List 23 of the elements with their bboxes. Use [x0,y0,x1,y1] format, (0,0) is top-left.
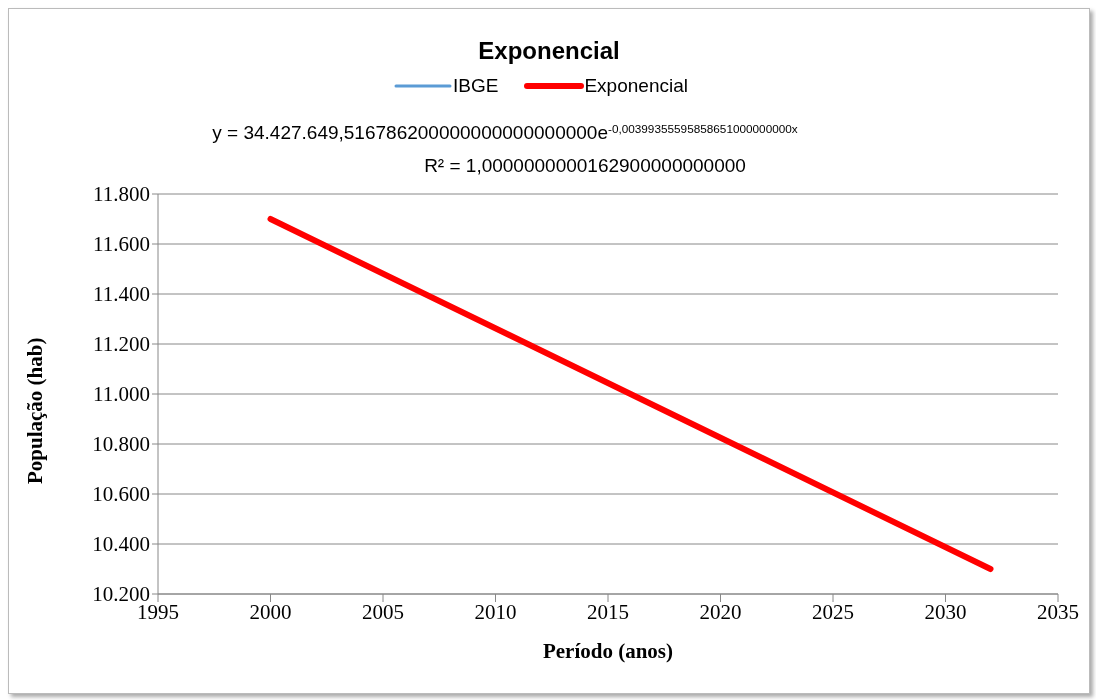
y-tick-label: 10.600 [92,482,150,507]
x-tick-label: 2015 [587,599,629,624]
x-tick-label: 2030 [924,599,967,624]
text: y = 34.427.649,516786200000000000000000e$^{-0,00399355595858651000000000x}$ [212,121,798,143]
y-axis-title: População (hab) [23,337,48,484]
y-tick-label: 11.000 [93,382,150,407]
legend-label: Exponencial [583,75,688,97]
x-tick-label: 2000 [249,599,292,624]
chart-title: Exponencial [477,37,621,65]
x-tick-label: 2005 [362,599,404,624]
y-tick-label: 11.200 [93,332,150,357]
x-tick-label: 2025 [812,599,854,624]
x-tick-label: 2010 [474,599,517,624]
y-tick-label: 11.800 [93,182,150,207]
x-axis-title: Período (anos) [542,639,674,663]
text: R² = 1,0000000000162900000000000 [424,155,746,176]
y-tick-label: 11.400 [93,282,150,307]
y-tick-label: 10.800 [92,432,150,457]
x-tick-label: 2020 [699,599,742,624]
legend-label: IBGE [452,75,499,97]
x-tick-label: 2035 [1037,599,1079,624]
y-tick-label: 10.400 [92,532,150,557]
y-tick-label: 11.600 [93,232,150,257]
